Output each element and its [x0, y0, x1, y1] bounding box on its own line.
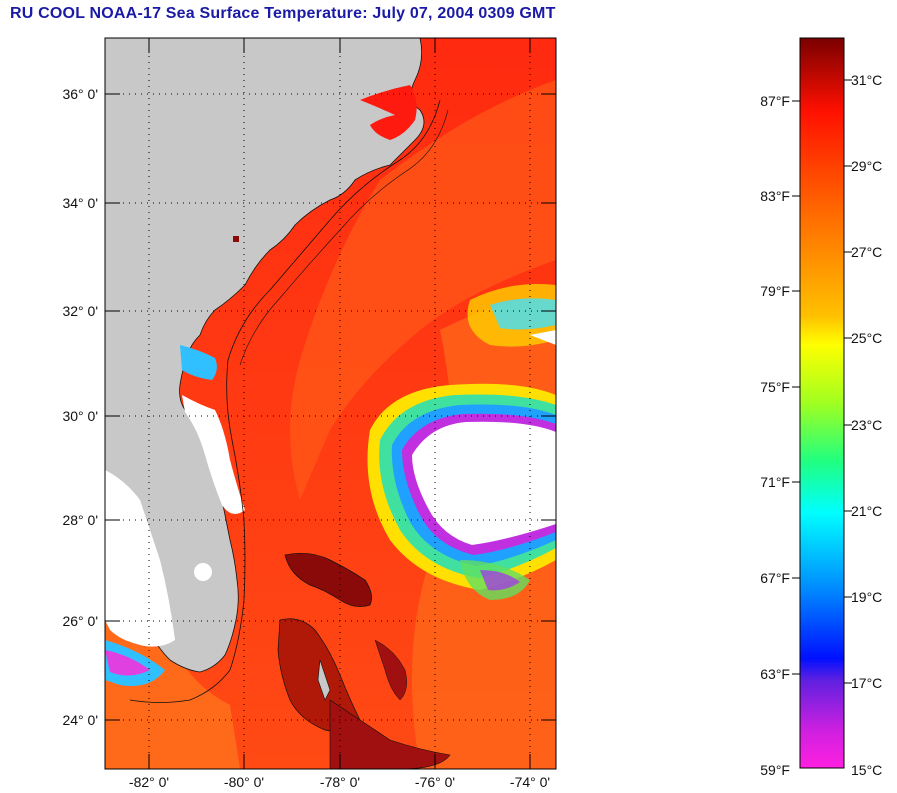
fahrenheit-label: 83°F: [760, 188, 790, 204]
colorbar-gradient: [800, 38, 844, 768]
lake-okeechobee: [194, 563, 212, 581]
cloud-patch-east: [412, 421, 556, 545]
map-frame: [104, 37, 557, 770]
fahrenheit-label: 75°F: [760, 379, 790, 395]
fahrenheit-label: 59°F: [760, 762, 790, 778]
coastal-cool-patch: [180, 345, 217, 380]
lat-label: 36° 0': [62, 86, 98, 102]
southern-bahamas-bank: [329, 699, 451, 769]
cloud-florida-east: [182, 395, 245, 514]
fahrenheit-label: 63°F: [760, 666, 790, 682]
longitude-labels: -82° 0' -80° 0' -78° 0' -76° 0' -74° 0': [129, 774, 550, 790]
se-purple-patch: [480, 570, 520, 591]
lon-label: -76° 0': [415, 774, 455, 790]
lat-label: 32° 0': [62, 303, 98, 319]
land-speck: [233, 236, 239, 242]
fahrenheit-label: 87°F: [760, 93, 790, 109]
map-title: RU COOL NOAA-17 Sea Surface Temperature:…: [10, 5, 556, 22]
axis-ticks: [105, 38, 556, 769]
lon-label: -78° 0': [320, 774, 360, 790]
andros-island: [317, 659, 331, 701]
colorbar-frame: [799, 37, 845, 769]
isobath-600m: [129, 99, 441, 703]
ne-cloud: [530, 330, 556, 345]
little-bahama-bank: [284, 553, 372, 607]
lat-label: 30° 0': [62, 408, 98, 424]
lat-label: 28° 0': [62, 512, 98, 528]
map-plot-area: [105, 38, 556, 769]
fahrenheit-label: 71°F: [760, 474, 790, 490]
celsius-label: 29°C: [851, 158, 882, 174]
fahrenheit-label: 79°F: [760, 283, 790, 299]
offshore-warm-band: [290, 80, 556, 500]
temperature-colorbar: 87°F 83°F 79°F 75°F 71°F 67°F 63°F 59°F …: [760, 37, 882, 778]
latitude-labels: 36° 0' 34° 0' 32° 0' 30° 0' 28° 0' 26° 0…: [62, 86, 98, 728]
lat-label: 34° 0': [62, 195, 98, 211]
pamlico-sound: [360, 85, 417, 140]
celsius-label: 21°C: [851, 503, 882, 519]
lon-label: -82° 0': [129, 774, 169, 790]
celsius-label: 31°C: [851, 72, 882, 88]
fahrenheit-label: 67°F: [760, 570, 790, 586]
celsius-label: 25°C: [851, 330, 882, 346]
lon-label: -80° 0': [224, 774, 264, 790]
lat-label: 24° 0': [62, 712, 98, 728]
celsius-label: 17°C: [851, 675, 882, 691]
cloud-florida-west: [105, 470, 175, 647]
celsius-label: 19°C: [851, 589, 882, 605]
gulf-purple-patch: [105, 650, 150, 676]
celsius-label: 23°C: [851, 417, 882, 433]
ne-cyan-streak: [490, 298, 556, 330]
lat-label: 26° 0': [62, 613, 98, 629]
celsius-label: 27°C: [851, 244, 882, 260]
colorbar-ticks: [792, 79, 852, 684]
lon-label: -74° 0': [510, 774, 550, 790]
eleuthera-bank: [374, 639, 407, 701]
land-southeast-us: [105, 38, 425, 673]
celsius-label: 15°C: [851, 762, 882, 778]
